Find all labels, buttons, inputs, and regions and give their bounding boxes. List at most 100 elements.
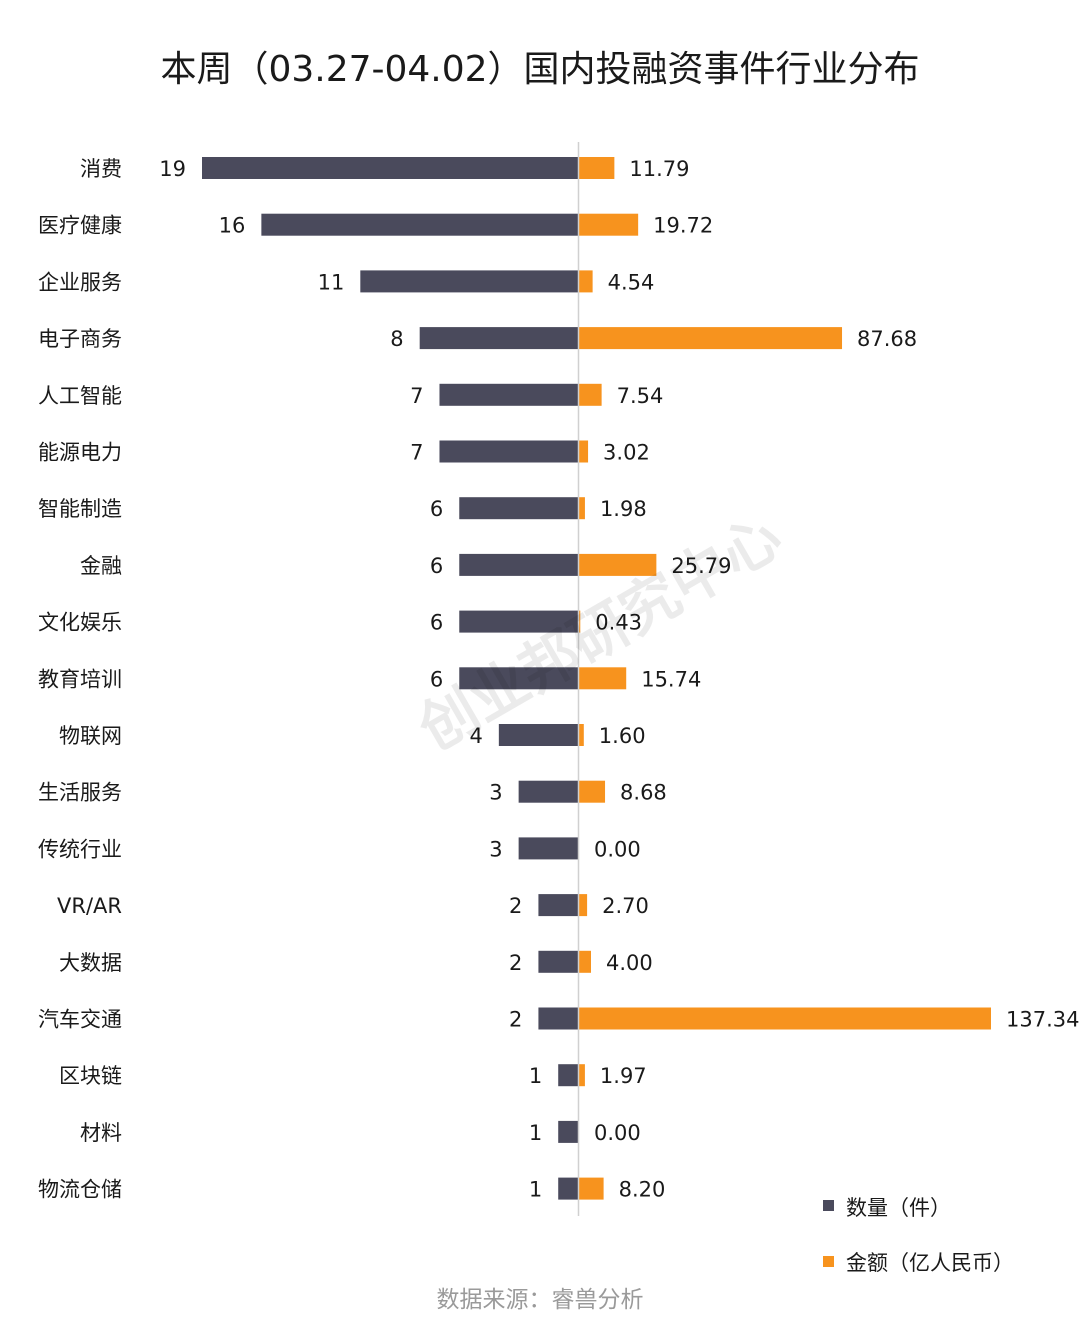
category-label: 大数据 bbox=[59, 951, 122, 975]
amount-bar bbox=[579, 894, 588, 917]
amount-value-label: 1.98 bbox=[600, 497, 647, 521]
count-value-label: 1 bbox=[529, 1121, 542, 1145]
category-label: 金融 bbox=[80, 554, 122, 578]
count-value-label: 3 bbox=[489, 837, 502, 861]
count-value-label: 4 bbox=[469, 724, 482, 748]
count-bar bbox=[558, 1064, 578, 1087]
count-value-label: 2 bbox=[509, 894, 522, 918]
count-value-label: 2 bbox=[509, 1008, 522, 1032]
category-label: 企业服务 bbox=[38, 270, 122, 294]
count-bar bbox=[261, 213, 578, 236]
category-label: 汽车交通 bbox=[38, 1008, 122, 1032]
category-label: 生活服务 bbox=[38, 781, 122, 805]
amount-bar bbox=[579, 1177, 604, 1200]
amount-value-label: 4.54 bbox=[608, 270, 655, 294]
amount-bar bbox=[579, 383, 602, 406]
count-bar bbox=[459, 497, 578, 520]
count-value-label: 19 bbox=[159, 157, 186, 181]
amount-value-label: 0.43 bbox=[595, 611, 642, 635]
legend-swatch-count bbox=[823, 1200, 834, 1211]
count-value-label: 2 bbox=[509, 951, 522, 975]
count-value-label: 6 bbox=[430, 554, 443, 578]
count-bar bbox=[538, 950, 578, 973]
count-value-label: 6 bbox=[430, 497, 443, 521]
amount-value-label: 0.00 bbox=[594, 837, 641, 861]
category-label: 人工智能 bbox=[38, 384, 122, 408]
count-value-label: 16 bbox=[219, 214, 246, 238]
count-value-label: 6 bbox=[430, 611, 443, 635]
amount-value-label: 3.02 bbox=[603, 441, 650, 465]
amount-bar bbox=[579, 724, 584, 746]
category-label: 电子商务 bbox=[38, 327, 122, 351]
legend: 数量（件） 金额（亿人民币） bbox=[823, 1196, 1014, 1275]
amount-value-label: 25.79 bbox=[671, 554, 731, 578]
amount-bar bbox=[579, 270, 593, 293]
category-label: 消费 bbox=[80, 157, 122, 181]
amount-value-label: 87.68 bbox=[857, 327, 917, 351]
amount-bar bbox=[579, 667, 627, 690]
count-value-label: 7 bbox=[410, 441, 423, 465]
count-bar bbox=[439, 440, 578, 463]
count-bar bbox=[360, 270, 578, 293]
category-label: 物流仓储 bbox=[38, 1178, 122, 1202]
count-bar bbox=[202, 157, 578, 179]
count-bar bbox=[459, 610, 578, 633]
data-source-note: 数据来源：睿兽分析 bbox=[436, 1287, 644, 1313]
category-label: 医疗健康 bbox=[38, 214, 122, 238]
amount-bar bbox=[579, 610, 581, 633]
legend-swatch-amount bbox=[823, 1256, 834, 1267]
count-value-label: 7 bbox=[410, 384, 423, 408]
amount-bar bbox=[579, 440, 589, 463]
count-bar bbox=[459, 553, 578, 576]
amount-value-label: 1.97 bbox=[600, 1064, 647, 1088]
amount-value-label: 7.54 bbox=[617, 384, 664, 408]
amount-value-label: 137.34 bbox=[1006, 1008, 1079, 1032]
amount-bar bbox=[579, 1007, 991, 1030]
category-label: 智能制造 bbox=[38, 497, 122, 521]
amount-bar bbox=[579, 327, 843, 350]
category-label: 物联网 bbox=[59, 724, 122, 748]
category-label: 传统行业 bbox=[38, 837, 122, 861]
count-value-label: 6 bbox=[430, 667, 443, 691]
chart-title: 本周（03.27-04.02）国内投融资事件行业分布 bbox=[160, 49, 920, 90]
category-label: 能源电力 bbox=[38, 441, 122, 465]
count-value-label: 3 bbox=[489, 781, 502, 805]
category-label: 教育培训 bbox=[38, 667, 122, 691]
amount-value-label: 0.00 bbox=[594, 1121, 641, 1145]
amount-value-label: 1.60 bbox=[599, 724, 646, 748]
count-bar bbox=[459, 667, 578, 690]
count-bar bbox=[558, 1177, 578, 1200]
amount-bar bbox=[579, 553, 657, 576]
count-value-label: 11 bbox=[318, 270, 345, 294]
amount-value-label: 8.68 bbox=[620, 781, 667, 805]
count-value-label: 1 bbox=[529, 1064, 542, 1088]
amount-bar bbox=[579, 780, 606, 803]
amount-value-label: 11.79 bbox=[629, 157, 689, 181]
category-label: 材料 bbox=[80, 1121, 122, 1145]
amount-value-label: 2.70 bbox=[602, 894, 649, 918]
legend-label-count: 数量（件） bbox=[846, 1196, 951, 1220]
count-bar bbox=[498, 724, 578, 746]
amount-bar bbox=[579, 157, 615, 179]
amount-value-label: 8.20 bbox=[619, 1178, 666, 1202]
count-value-label: 8 bbox=[390, 327, 403, 351]
amount-value-label: 19.72 bbox=[653, 214, 713, 238]
category-label: 文化娱乐 bbox=[38, 611, 122, 635]
amount-bar bbox=[579, 1064, 585, 1087]
category-label: 区块链 bbox=[59, 1064, 122, 1088]
count-bar bbox=[538, 1007, 578, 1030]
count-bar bbox=[518, 837, 578, 860]
count-value-label: 1 bbox=[529, 1178, 542, 1202]
amount-bar bbox=[579, 213, 639, 236]
amount-value-label: 15.74 bbox=[641, 667, 701, 691]
count-bar bbox=[558, 1120, 578, 1143]
count-bar bbox=[518, 780, 578, 803]
count-bar bbox=[419, 327, 578, 350]
legend-label-amount: 金额（亿人民币） bbox=[846, 1251, 1014, 1275]
category-label: VR/AR bbox=[57, 894, 122, 918]
amount-bar bbox=[579, 497, 585, 520]
count-bar bbox=[439, 383, 578, 406]
amount-bar bbox=[579, 950, 591, 973]
